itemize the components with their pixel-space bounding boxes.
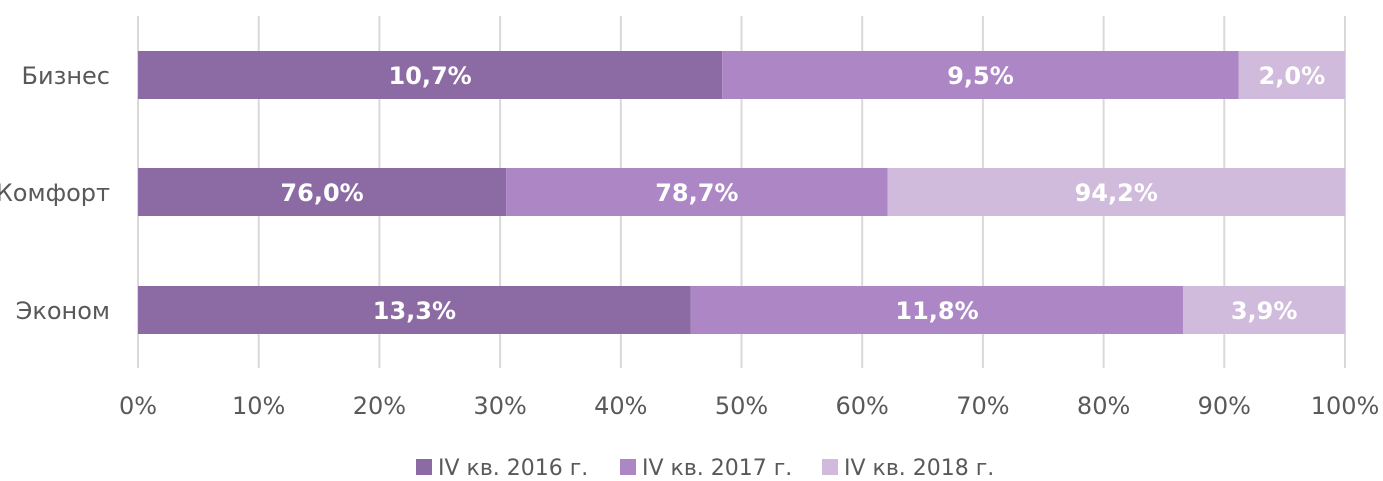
data-label: 94,2% — [1075, 179, 1158, 207]
category-label: Эконом — [16, 297, 110, 325]
bar-segment — [722, 51, 1239, 99]
data-label: 9,5% — [947, 62, 1014, 90]
legend-swatch — [416, 459, 432, 475]
legend-swatch — [822, 459, 838, 475]
x-tick-label: 50% — [715, 392, 768, 420]
x-tick-label: 40% — [594, 392, 647, 420]
legend-label: IV кв. 2018 г. — [844, 456, 994, 481]
data-label: 78,7% — [655, 179, 738, 207]
legend-label: IV кв. 2017 г. — [642, 456, 792, 481]
x-tick-label: 70% — [956, 392, 1009, 420]
bar-segment — [1183, 286, 1345, 334]
data-labels: 10,7% 9,5% 2,0% 76,0% 78,7% 94,2% 13,3% 11,8% 3,… — [280, 62, 1325, 325]
data-label: 76,0% — [280, 179, 363, 207]
bar-segment — [138, 286, 691, 334]
x-tick-label: 90% — [1198, 392, 1251, 420]
bar-segment — [887, 168, 1345, 216]
bar-segment — [690, 286, 1184, 334]
data-label: 2,0% — [1259, 62, 1326, 90]
bar-segment — [138, 51, 723, 99]
category-label: Бизнес — [22, 62, 110, 90]
x-tick-label: 30% — [473, 392, 526, 420]
category-label: Комфорт — [0, 179, 110, 207]
legend: IV кв. 2016 г. IV кв. 2017 г. IV кв. 2018 … — [416, 456, 994, 481]
x-tick-label: 60% — [836, 392, 889, 420]
data-label: 11,8% — [895, 297, 978, 325]
bar-segment — [506, 168, 888, 216]
x-tick-label: 80% — [1077, 392, 1130, 420]
category-labels: Бизнес Комфорт Эконом — [0, 62, 110, 325]
legend-swatch — [620, 459, 636, 475]
data-label: 3,9% — [1231, 297, 1298, 325]
legend-label: IV кв. 2016 г. — [438, 456, 588, 481]
data-label: 10,7% — [388, 62, 471, 90]
bar-segment — [1238, 51, 1345, 99]
x-tick-label: 0% — [119, 392, 157, 420]
bar-segment — [138, 168, 507, 216]
x-tick-labels: 0% 10% 20% 30% 40% 50% 60% 70% 80% 90% 100% — [119, 392, 1379, 420]
bars — [138, 51, 1345, 334]
x-tick-label: 100% — [1311, 392, 1380, 420]
x-tick-label: 10% — [232, 392, 285, 420]
x-tick-label: 20% — [353, 392, 406, 420]
data-label: 13,3% — [373, 297, 456, 325]
